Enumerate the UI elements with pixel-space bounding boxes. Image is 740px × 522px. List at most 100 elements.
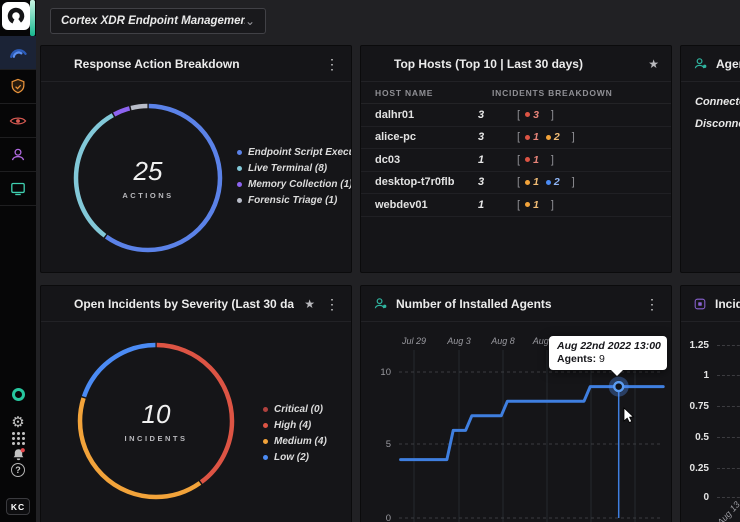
grid-row: 1.25 bbox=[681, 340, 740, 351]
svg-text:5: 5 bbox=[386, 439, 391, 450]
favorite-star-icon[interactable]: ★ bbox=[648, 56, 659, 71]
agents-person-icon bbox=[694, 58, 707, 69]
legend-item[interactable]: Live Terminal (8) bbox=[237, 163, 351, 174]
legend-item[interactable]: High (4) bbox=[263, 420, 327, 431]
incident-box-icon bbox=[694, 298, 706, 309]
legend-dot bbox=[237, 166, 242, 171]
legend-dot bbox=[237, 150, 242, 155]
sidebar-item-endpoints[interactable] bbox=[0, 172, 36, 206]
sidebar-item-incidents[interactable] bbox=[0, 36, 36, 70]
legend-item[interactable]: Low (2) bbox=[263, 452, 327, 463]
widget-header: Response Action Breakdown ⋮ bbox=[41, 46, 351, 82]
dashboard-selector-label: Cortex XDR Endpoint Management bbox=[61, 15, 245, 27]
legend-dot bbox=[263, 455, 268, 460]
chevron-down-icon: ⌄ bbox=[244, 14, 255, 28]
widget-header: Number of Installed Agents ⋮ bbox=[361, 286, 671, 322]
legend-item[interactable]: Memory Collection (1) bbox=[237, 179, 351, 190]
monitor-icon bbox=[11, 182, 25, 195]
col-host-name: HOST NAME bbox=[375, 87, 434, 98]
widget-title: Response Action Breakdown bbox=[74, 56, 240, 71]
cortex-logo[interactable] bbox=[2, 2, 30, 30]
tooltip-date: Aug 22nd 2022 13:00 bbox=[557, 340, 661, 352]
widget-incidents-chart: Incidents ⋮ 1.25 1 0.75 0.5 0.25 0 Aug 1… bbox=[680, 285, 740, 522]
user-avatar[interactable]: KC bbox=[0, 498, 36, 515]
legend-item[interactable]: Critical (0) bbox=[263, 404, 327, 415]
settings-button[interactable]: ⚙ bbox=[0, 415, 36, 430]
table-row[interactable]: dalhr01 3 [ 3 ] bbox=[361, 104, 671, 127]
grid-row: 0.5 bbox=[681, 432, 740, 443]
legend-dot bbox=[237, 198, 242, 203]
widget-open-incidents: Open Incidents by Severity (Last 30 days… bbox=[40, 285, 352, 522]
mouse-cursor bbox=[623, 407, 635, 424]
legend-dot bbox=[263, 439, 268, 444]
agents-line bbox=[399, 385, 665, 462]
legend-item[interactable]: Forensic Triage (1) bbox=[237, 195, 351, 206]
notifications-button[interactable] bbox=[0, 446, 36, 463]
svg-text:0: 0 bbox=[386, 513, 391, 522]
widget-title: Agent Status bbox=[716, 56, 740, 71]
favorite-star-icon[interactable]: ★ bbox=[304, 296, 315, 311]
help-button[interactable]: ? bbox=[0, 463, 36, 477]
svg-text:10: 10 bbox=[380, 367, 391, 378]
svg-text:Jul 29: Jul 29 bbox=[401, 336, 426, 346]
widget-installed-agents: Number of Installed Agents ⋮ Jul 29 Aug … bbox=[360, 285, 672, 522]
legend-dot bbox=[237, 182, 242, 187]
kebab-menu-icon[interactable]: ⋮ bbox=[645, 295, 659, 312]
question-icon: ? bbox=[11, 463, 25, 477]
apps-grid-icon bbox=[11, 432, 15, 435]
apps-button[interactable] bbox=[0, 432, 36, 445]
actions-legend: Endpoint Script Execution (15) Live Term… bbox=[237, 147, 351, 211]
widget-title: Top Hosts (Top 10 | Last 30 days) bbox=[394, 56, 583, 71]
cortex-logo-icon bbox=[7, 7, 25, 25]
kebab-menu-icon[interactable]: ⋮ bbox=[325, 295, 339, 312]
legend-dot bbox=[263, 423, 268, 428]
legend-item[interactable]: Medium (4) bbox=[263, 436, 327, 447]
y-axis: 10 5 0 bbox=[380, 367, 663, 522]
table-row[interactable]: dc03 1 [ 1 ] bbox=[361, 149, 671, 172]
widget-header: Incidents ⋮ bbox=[681, 286, 740, 322]
widget-header: Agent Status ⋮ bbox=[681, 46, 740, 82]
user-initials: KC bbox=[6, 498, 30, 515]
sidebar-item-endpoint-protection[interactable] bbox=[0, 70, 36, 104]
gear-icon: ⚙ bbox=[11, 414, 25, 431]
agent-status-connected: Connected bbox=[695, 96, 740, 108]
table-row[interactable]: desktop-t7r0flb 3 [ 1 2 ] bbox=[361, 172, 671, 194]
legend-item[interactable]: Endpoint Script Execution (15) bbox=[237, 147, 351, 158]
tooltip-value: Agents: 9 bbox=[557, 353, 605, 365]
kebab-menu-icon[interactable]: ⋮ bbox=[325, 55, 339, 72]
marker-glow bbox=[608, 376, 629, 397]
sidebar: ⚙ ? KC bbox=[0, 0, 36, 522]
marker-dot[interactable] bbox=[612, 380, 625, 393]
table-row[interactable]: alice-pc 3 [ 1 2 ] bbox=[361, 127, 671, 149]
table-header: HOST NAME INCIDENTS BREAKDOWN bbox=[361, 82, 671, 104]
sidebar-item-identity-analytics[interactable] bbox=[0, 138, 36, 172]
person-icon bbox=[11, 148, 25, 160]
grid-row: 0.75 bbox=[681, 401, 740, 412]
agent-status-disconnected: Disconnected bbox=[695, 118, 740, 130]
dashboard-selector[interactable]: Cortex XDR Endpoint Management ⌄ bbox=[50, 8, 266, 34]
grid-row: 0 bbox=[681, 492, 740, 503]
grid-row: 0.25 bbox=[681, 463, 740, 474]
incidents-legend: Critical (0) High (4) Medium (4) Low (2) bbox=[263, 404, 327, 468]
table-row[interactable]: webdev01 1 [ 1 ] bbox=[361, 194, 671, 217]
eye-icon bbox=[9, 117, 27, 124]
widget-header: Top Hosts (Top 10 | Last 30 days) ★ bbox=[361, 46, 671, 82]
widget-agent-status: Agent Status ⋮ Connected Disconnected bbox=[680, 45, 740, 273]
col-incidents-breakdown: INCIDENTS BREAKDOWN bbox=[492, 87, 613, 98]
svg-text:Aug 8: Aug 8 bbox=[490, 336, 515, 346]
status-ring-icon bbox=[11, 388, 25, 401]
svg-text:Aug 3: Aug 3 bbox=[446, 336, 471, 346]
widget-title: Number of Installed Agents bbox=[396, 296, 552, 311]
vertical-gridlines bbox=[413, 350, 636, 522]
correlation-dots-icon bbox=[373, 57, 386, 70]
correlation-dots-icon bbox=[53, 57, 66, 70]
sidebar-item-threat-visibility[interactable] bbox=[0, 104, 36, 138]
widget-title: Open Incidents by Severity (Last 30 days… bbox=[74, 296, 295, 311]
widget-response-action-breakdown: Response Action Breakdown ⋮ 25 ACTIONS E… bbox=[40, 45, 352, 273]
chart-tooltip: Aug 22nd 2022 13:00 Agents: 9 bbox=[549, 336, 667, 376]
gauge-arc-icon bbox=[10, 48, 27, 58]
widget-title: Incidents bbox=[715, 296, 740, 311]
grid-row: 1 bbox=[681, 370, 740, 381]
status-ring-button[interactable] bbox=[0, 388, 36, 401]
brand-accent-stripe bbox=[30, 0, 35, 36]
